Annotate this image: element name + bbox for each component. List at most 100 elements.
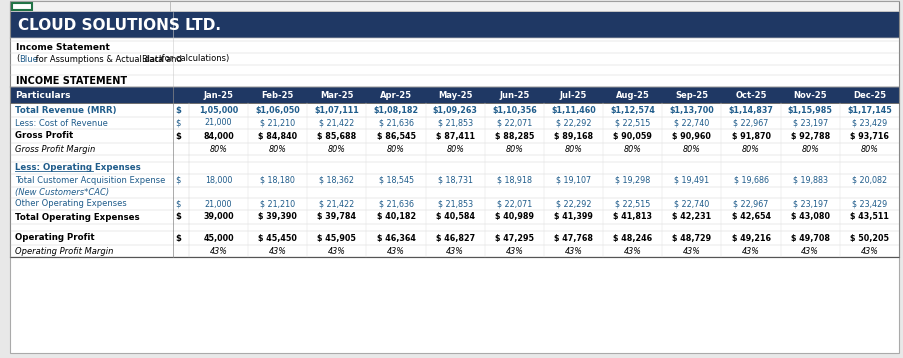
Text: $1,10,356: $1,10,356 [491, 106, 536, 115]
Text: Income Statement: Income Statement [16, 43, 110, 52]
Text: 43%: 43% [209, 247, 228, 256]
Text: 43%: 43% [860, 247, 878, 256]
Text: $ 90,960: $ 90,960 [672, 131, 711, 140]
Text: $ 22,071: $ 22,071 [497, 199, 532, 208]
Text: $ 93,716: $ 93,716 [849, 131, 888, 140]
Text: 43%: 43% [741, 247, 759, 256]
FancyBboxPatch shape [10, 174, 898, 187]
Text: $ 18,180: $ 18,180 [260, 176, 295, 185]
Text: Particulars: Particulars [15, 91, 70, 100]
Text: Jul-25: Jul-25 [559, 91, 587, 100]
Text: $ 40,989: $ 40,989 [494, 213, 534, 222]
Text: $ 86,545: $ 86,545 [377, 131, 415, 140]
Text: Jun-25: Jun-25 [498, 91, 529, 100]
Text: $ 41,399: $ 41,399 [554, 213, 592, 222]
Text: for Assumptions & Actual data and: for Assumptions & Actual data and [33, 54, 184, 63]
Text: 43%: 43% [268, 247, 286, 256]
Text: $ 47,768: $ 47,768 [554, 233, 592, 242]
Text: $ 87,411: $ 87,411 [435, 131, 474, 140]
Text: $ 49,216: $ 49,216 [731, 233, 769, 242]
Text: $ 18,362: $ 18,362 [319, 176, 354, 185]
Text: Total Customer Acquisition Expense: Total Customer Acquisition Expense [15, 176, 165, 185]
Text: $1,08,182: $1,08,182 [373, 106, 418, 115]
Text: $ 22,292: $ 22,292 [555, 118, 591, 127]
Text: 80%: 80% [328, 145, 346, 154]
Text: $ 21,636: $ 21,636 [378, 118, 414, 127]
Text: $1,12,574: $1,12,574 [610, 106, 655, 115]
Text: 43%: 43% [505, 247, 523, 256]
Text: 80%: 80% [800, 145, 818, 154]
Text: 80%: 80% [683, 145, 700, 154]
Text: 80%: 80% [268, 145, 286, 154]
Text: 21,000: 21,000 [205, 199, 232, 208]
Text: $ 19,883: $ 19,883 [792, 176, 827, 185]
FancyBboxPatch shape [12, 3, 32, 10]
FancyBboxPatch shape [10, 103, 898, 117]
Text: 80%: 80% [505, 145, 523, 154]
Text: $1,06,050: $1,06,050 [255, 106, 300, 115]
Text: $ 18,918: $ 18,918 [497, 176, 531, 185]
Text: 80%: 80% [623, 145, 641, 154]
Text: $ 23,197: $ 23,197 [792, 118, 827, 127]
Text: $ 21,853: $ 21,853 [437, 118, 472, 127]
Text: Jan-25: Jan-25 [203, 91, 233, 100]
FancyBboxPatch shape [10, 187, 898, 198]
Text: May-25: May-25 [438, 91, 472, 100]
Text: CLOUD SOLUTIONS LTD.: CLOUD SOLUTIONS LTD. [18, 18, 220, 33]
Text: Sep-25: Sep-25 [675, 91, 708, 100]
Text: $ 48,729: $ 48,729 [672, 233, 711, 242]
Text: $ 22,740: $ 22,740 [674, 199, 709, 208]
Text: $ 21,636: $ 21,636 [378, 199, 414, 208]
Text: Total Revenue (MRR): Total Revenue (MRR) [15, 106, 116, 115]
Text: 43%: 43% [328, 247, 346, 256]
Text: Less: Operating Expenses: Less: Operating Expenses [15, 164, 141, 173]
Text: $ 43,511: $ 43,511 [849, 213, 888, 222]
Text: $1,07,111: $1,07,111 [314, 106, 358, 115]
Text: Feb-25: Feb-25 [261, 91, 293, 100]
Text: $ 22,740: $ 22,740 [674, 118, 709, 127]
FancyBboxPatch shape [10, 87, 898, 103]
Text: $ 19,298: $ 19,298 [614, 176, 649, 185]
Text: $: $ [175, 176, 181, 185]
FancyBboxPatch shape [10, 210, 898, 224]
Text: 43%: 43% [623, 247, 641, 256]
Text: $ 42,231: $ 42,231 [672, 213, 711, 222]
Text: 43%: 43% [683, 247, 700, 256]
Text: $ 47,295: $ 47,295 [494, 233, 534, 242]
Text: $ 48,246: $ 48,246 [612, 233, 652, 242]
Text: 45,000: 45,000 [203, 233, 234, 242]
Text: $ 22,292: $ 22,292 [555, 199, 591, 208]
FancyBboxPatch shape [10, 245, 898, 257]
Text: $ 43,080: $ 43,080 [790, 213, 829, 222]
Text: $ 21,210: $ 21,210 [260, 118, 295, 127]
Text: $ 45,450: $ 45,450 [258, 233, 297, 242]
FancyBboxPatch shape [10, 117, 898, 129]
Text: Aug-25: Aug-25 [615, 91, 649, 100]
Text: $ 19,107: $ 19,107 [555, 176, 591, 185]
Text: 80%: 80% [209, 145, 228, 154]
Text: 80%: 80% [741, 145, 759, 154]
Text: $ 40,584: $ 40,584 [435, 213, 474, 222]
Text: $ 46,364: $ 46,364 [377, 233, 415, 242]
Text: $ 18,545: $ 18,545 [378, 176, 414, 185]
Text: Gross Profit Margin: Gross Profit Margin [15, 145, 95, 154]
Text: 80%: 80% [386, 145, 405, 154]
Text: Less: Cost of Revenue: Less: Cost of Revenue [15, 118, 107, 127]
FancyBboxPatch shape [10, 224, 898, 231]
Text: $ 22,071: $ 22,071 [497, 118, 532, 127]
Text: $ 21,422: $ 21,422 [319, 199, 354, 208]
Text: $ 22,967: $ 22,967 [732, 199, 768, 208]
Text: 1,05,000: 1,05,000 [199, 106, 238, 115]
Text: for calculations): for calculations) [159, 54, 229, 63]
Text: $ 84,840: $ 84,840 [258, 131, 297, 140]
Text: $ 23,197: $ 23,197 [792, 199, 827, 208]
Text: $ 92,788: $ 92,788 [790, 131, 829, 140]
Text: $1,15,985: $1,15,985 [787, 106, 832, 115]
Text: Oct-25: Oct-25 [734, 91, 766, 100]
Text: $: $ [175, 199, 181, 208]
Text: $ 50,205: $ 50,205 [849, 233, 888, 242]
Text: Operating Profit: Operating Profit [15, 233, 95, 242]
Text: $: $ [175, 213, 181, 222]
Text: $ 90,059: $ 90,059 [612, 131, 651, 140]
Text: $1,09,263: $1,09,263 [433, 106, 477, 115]
